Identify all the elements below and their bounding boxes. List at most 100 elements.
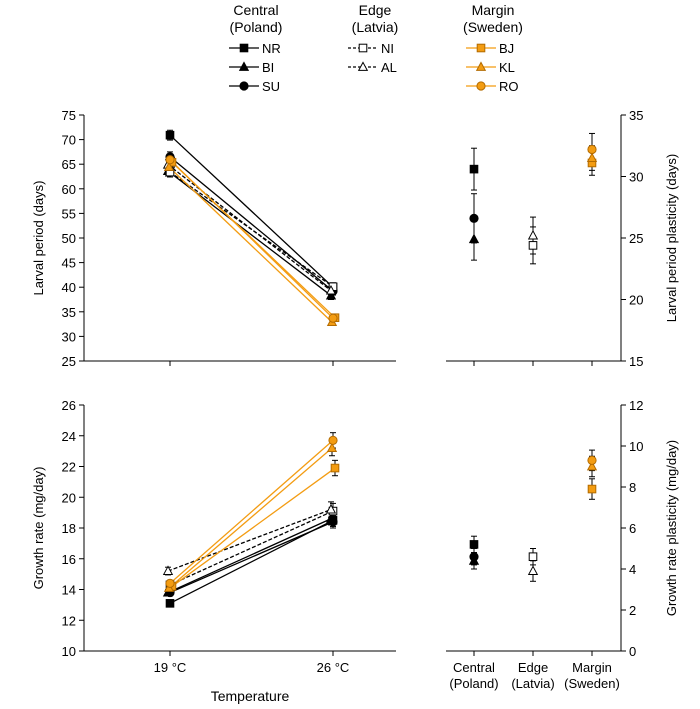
y-tick-label: 12 xyxy=(62,613,76,628)
point-su xyxy=(469,552,479,562)
point-al xyxy=(325,284,337,295)
y-tick-label: 65 xyxy=(62,157,76,172)
point-al xyxy=(162,565,174,575)
y-tick-label: 16 xyxy=(62,552,76,567)
y-tick-label: 20 xyxy=(629,293,643,308)
y-tick-label: 14 xyxy=(62,583,76,598)
series-line-kl xyxy=(168,447,333,589)
y-tick-label: 26 xyxy=(62,398,76,413)
y-tick-label: 4 xyxy=(629,562,636,577)
y-tick-label: 22 xyxy=(62,460,76,475)
legend-marker xyxy=(476,81,486,91)
point-kl xyxy=(586,152,598,162)
y-tick-label: 45 xyxy=(62,256,76,271)
point-al xyxy=(527,565,539,575)
series-line-su xyxy=(169,156,334,292)
series-line-bj xyxy=(171,467,336,587)
y-tick-label: 10 xyxy=(629,439,643,454)
y-tick-label: 25 xyxy=(62,354,76,369)
point-nr xyxy=(165,130,175,140)
y-tick-label: 18 xyxy=(62,521,76,536)
legend-group-subtitle: (Sweden) xyxy=(463,19,523,35)
y-tick-label: 8 xyxy=(629,480,636,495)
series-line-bi xyxy=(167,518,332,594)
x-tick-label: (Sweden) xyxy=(564,676,620,691)
y-tick-label: 55 xyxy=(62,206,76,221)
x-axis-title: Temperature xyxy=(211,688,290,704)
point-al xyxy=(325,503,337,514)
series-line-nr xyxy=(169,134,334,288)
point-kl xyxy=(326,442,338,452)
series-line-kl xyxy=(168,166,333,323)
legend-group-subtitle: (Latvia) xyxy=(352,19,399,35)
legend-label: RO xyxy=(499,79,519,94)
point-ro xyxy=(328,313,338,323)
point-al xyxy=(527,229,539,240)
y-tick-label: 35 xyxy=(62,305,76,320)
legend-group-subtitle: (Poland) xyxy=(230,19,283,35)
point-kl xyxy=(586,460,598,471)
x-tick-label: Central xyxy=(453,660,495,675)
x-tick-label: Margin xyxy=(572,660,612,675)
legend-marker xyxy=(239,81,249,91)
y2-axis-title: Larval period plasticity (days) xyxy=(664,154,679,322)
series-line-ro xyxy=(169,159,334,319)
y-tick-label: 2 xyxy=(629,603,636,618)
y-tick-label: 30 xyxy=(62,329,76,344)
point-ro xyxy=(165,578,175,588)
y-tick-label: 75 xyxy=(62,108,76,123)
series-line-ni xyxy=(169,510,334,586)
legend-label: BJ xyxy=(499,41,514,56)
point-su xyxy=(328,517,338,527)
series-line-al xyxy=(167,164,332,292)
legend-marker xyxy=(357,61,369,71)
x-tick-label: Edge xyxy=(518,660,548,675)
point-ro xyxy=(328,435,338,445)
y-tick-label: 20 xyxy=(62,490,76,505)
series-line-al xyxy=(167,508,332,572)
legend-marker xyxy=(475,61,487,71)
y-tick-label: 60 xyxy=(62,182,76,197)
legend-label: BI xyxy=(262,60,274,75)
legend-label: NR xyxy=(262,41,281,56)
y-tick-label: 12 xyxy=(629,398,643,413)
point-bj xyxy=(330,463,340,473)
y-tick-label: 50 xyxy=(62,231,76,246)
x-tick-label: (Latvia) xyxy=(511,676,554,691)
y-tick-label: 25 xyxy=(629,231,643,246)
legend-label: KL xyxy=(499,60,515,75)
y-axis-title: Growth rate (mg/day) xyxy=(31,467,46,590)
legend-marker xyxy=(358,43,368,53)
y2-axis-title: Growth rate plasticity (mg/day) xyxy=(664,440,679,616)
y-tick-label: 6 xyxy=(629,521,636,536)
legend-label: NI xyxy=(381,41,394,56)
y-tick-label: 24 xyxy=(62,429,76,444)
y-tick-label: 0 xyxy=(629,644,636,659)
y-tick-label: 40 xyxy=(62,280,76,295)
point-ro xyxy=(165,155,175,165)
point-bi xyxy=(468,233,480,244)
y-tick-label: 30 xyxy=(629,170,643,185)
point-ni xyxy=(528,241,538,250)
point-ro xyxy=(587,144,597,155)
point-su xyxy=(469,213,479,223)
point-nr xyxy=(469,164,479,174)
y-tick-label: 70 xyxy=(62,133,76,148)
x-tick-label: 19 °C xyxy=(154,660,187,675)
y-axis-title: Larval period (days) xyxy=(31,181,46,296)
legend-label: AL xyxy=(381,60,397,75)
point-ni xyxy=(528,552,538,562)
y-tick-label: 35 xyxy=(629,108,643,123)
series-line-su xyxy=(169,521,334,594)
legend-marker xyxy=(476,43,486,53)
point-nr xyxy=(165,599,175,608)
point-nr xyxy=(469,540,479,549)
x-tick-label: (Poland) xyxy=(449,676,498,691)
legend-group-title: Central xyxy=(233,2,278,18)
legend-label: SU xyxy=(262,79,280,94)
point-bj xyxy=(587,484,597,494)
point-ro xyxy=(587,455,597,465)
legend-group-title: Margin xyxy=(472,2,515,18)
legend-marker xyxy=(239,43,249,53)
